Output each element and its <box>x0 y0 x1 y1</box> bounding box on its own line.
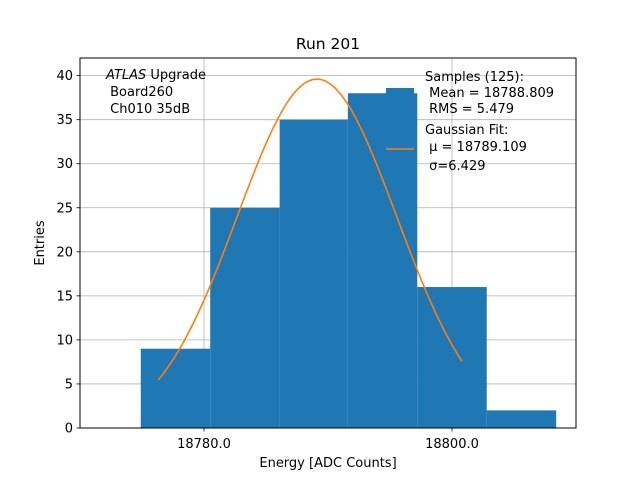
y-tick-label-7: 35 <box>56 113 73 128</box>
legend: Samples (125): Mean = 18788.809 RMS = 5.… <box>386 70 554 174</box>
annotation-atlas: ATLAS <box>105 68 146 83</box>
annotation-line-2: Board260 <box>106 85 173 100</box>
axes-frame <box>79 57 577 429</box>
y-tick-label-5: 25 <box>56 201 73 216</box>
histogram-bars <box>140 93 557 429</box>
x-tick-label-0: 18780.0 <box>177 437 231 452</box>
y-tick-label-6: 30 <box>56 157 73 172</box>
annotation-line-1: ATLAS Upgrade <box>105 68 206 83</box>
legend-samples-line-3: RMS = 5.479 <box>425 102 514 117</box>
y-tick-label-2: 10 <box>56 333 73 348</box>
y-tick-label-0: 0 <box>65 422 73 437</box>
x-axis-label: Energy [ADC Counts] <box>259 456 396 471</box>
annotation-upgrade: Upgrade <box>146 68 206 83</box>
x-tick-label-1: 18800.0 <box>425 437 479 452</box>
histogram-bar-5 <box>486 410 557 428</box>
legend-fit-line-1: Gaussian Fit: <box>425 123 508 138</box>
y-tick-label-4: 20 <box>56 245 73 260</box>
y-tick-label-8: 40 <box>56 69 73 84</box>
legend-fit-line-2: μ = 18789.109 <box>425 140 527 155</box>
gaussian-fit-curve <box>157 78 463 381</box>
axis-ticks: 0 5 10 15 20 25 30 35 40 18780.0 18800.0 <box>56 69 478 452</box>
atlas-annotation: ATLAS Upgrade Board260 Ch010 35dB <box>105 68 206 117</box>
histogram-bar-4 <box>417 287 487 428</box>
histogram-bar-0 <box>140 348 211 428</box>
histogram-bar-3 <box>347 93 418 428</box>
legend-fit-line-3: σ=6.429 <box>425 159 485 174</box>
legend-samples-line-2: Mean = 18788.809 <box>425 86 554 101</box>
y-tick-label-1: 5 <box>65 377 73 392</box>
gaussian-fit <box>157 78 463 381</box>
chart-title: Run 201 <box>296 35 360 53</box>
y-tick-label-3: 15 <box>56 289 73 304</box>
y-axis-label: Entries <box>33 220 48 266</box>
legend-samples-line-1: Samples (125): <box>425 70 524 85</box>
histogram-bar-1 <box>210 207 280 428</box>
histogram-bar-2 <box>279 119 348 429</box>
annotation-line-3: Ch010 35dB <box>106 102 190 117</box>
legend-patch-samples <box>386 88 414 98</box>
